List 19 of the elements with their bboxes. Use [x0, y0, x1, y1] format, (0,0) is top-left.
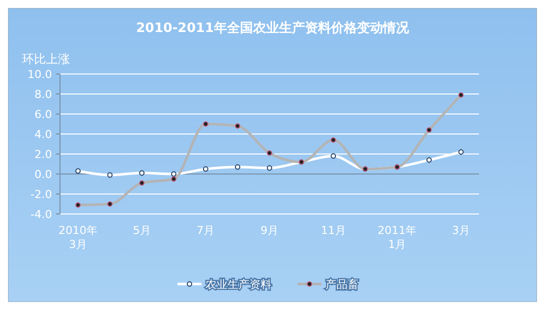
y-tick-label: 10.0: [28, 68, 52, 81]
y-tick-label: 2.0: [34, 148, 52, 161]
y-tick-label: -4.0: [30, 208, 52, 221]
x-tick-label: 11月: [320, 224, 346, 237]
x-tick-label: 5月: [132, 224, 151, 237]
legend-label: 产品畜: [326, 278, 358, 291]
y-tick-label: 0.0: [34, 168, 52, 181]
x-tick-label: 3月: [452, 224, 470, 237]
legend-label: 农业生产资料: [206, 278, 272, 291]
y-tick-label: 6.0: [34, 108, 52, 121]
y-tick-label: -2.0: [30, 188, 52, 201]
chart-title: 2010-2011年全国农业生产资料价格变动情况: [136, 20, 410, 36]
x-tick-label: 2010年 3月: [58, 224, 98, 251]
y-tick-label: 4.0: [34, 128, 52, 141]
y-axis-title: 环比上涨: [22, 52, 70, 66]
x-tick-label: 7月: [196, 224, 215, 237]
x-tick-label: 9月: [260, 224, 278, 237]
x-tick-label: 2011年 1月: [378, 224, 417, 251]
y-tick-label: 8.0: [34, 88, 52, 101]
